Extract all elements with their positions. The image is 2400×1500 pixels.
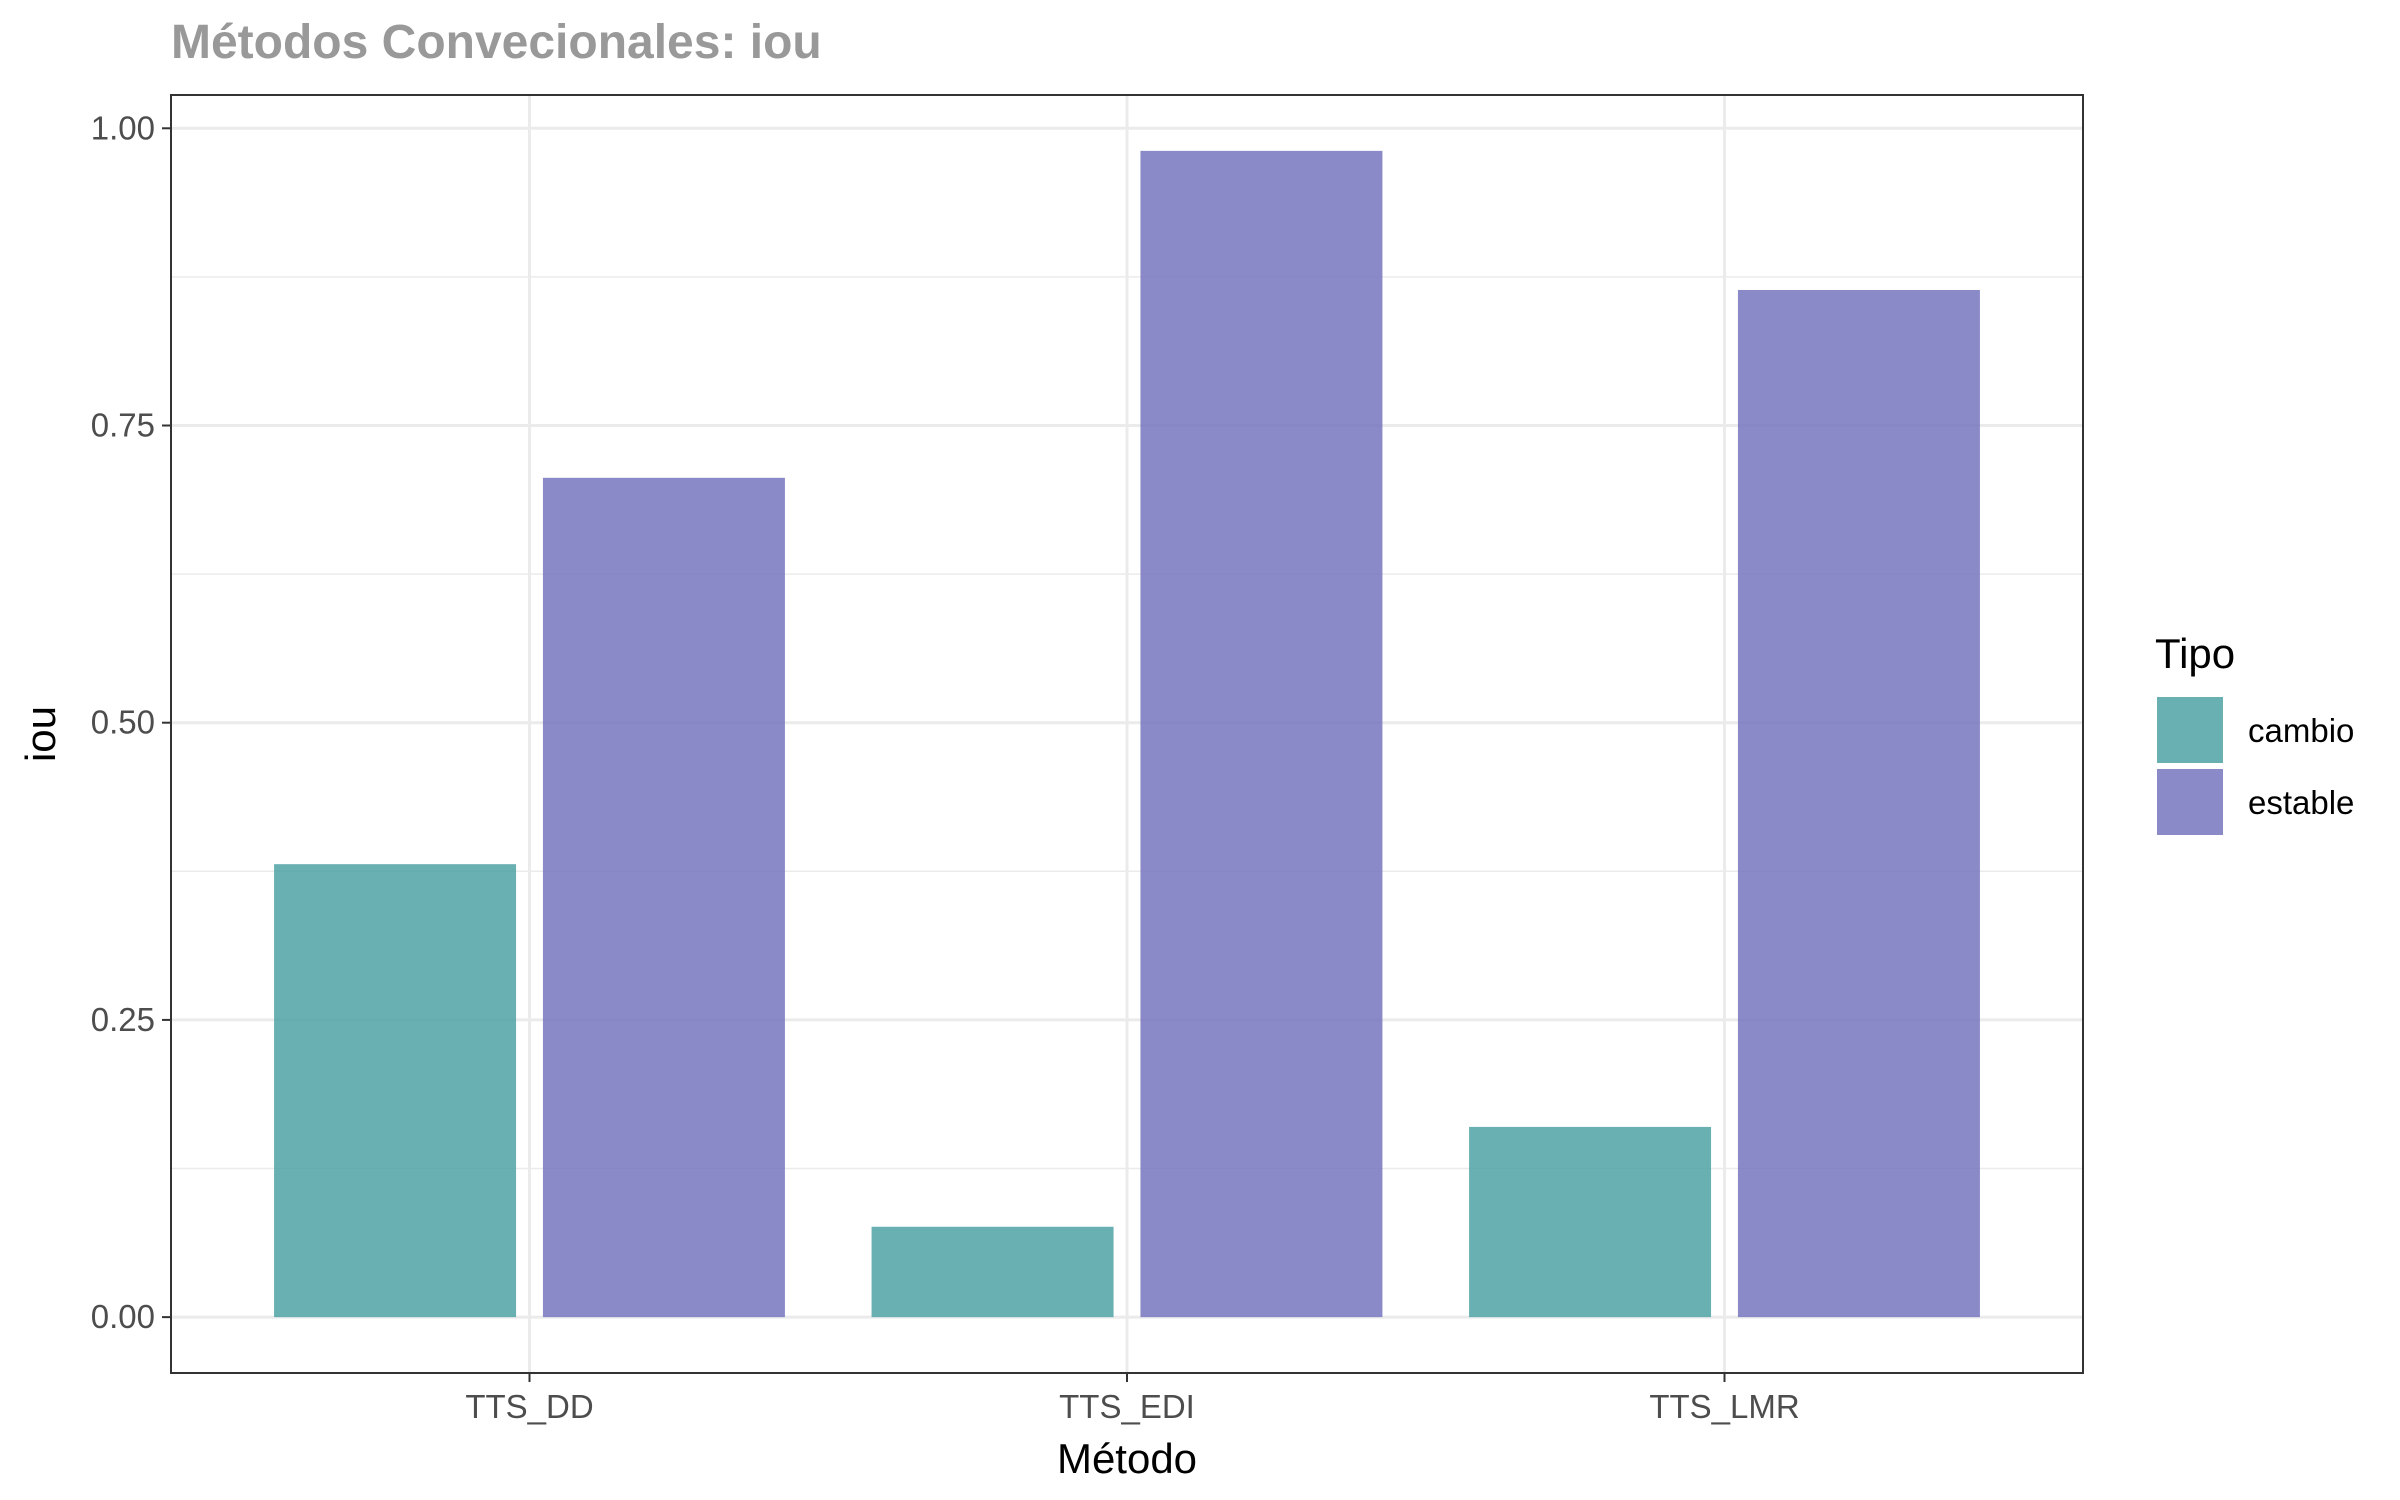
y-tick-label: 0.50 [91,704,155,741]
x-axis: TTS_DD TTS_EDI TTS_LMR [465,1373,1800,1425]
legend-title: Tipo [2155,630,2235,677]
y-axis-title: iou [17,706,64,762]
bar-cambio-TTS_DD [274,864,517,1318]
bar-estable-TTS_EDI [1140,150,1383,1318]
x-tick-label: TTS_LMR [1649,1388,1799,1425]
y-axis: 0.00 0.25 0.50 0.75 1.00 [91,109,171,1335]
legend-key-cambio [2157,697,2223,763]
legend-key-estable [2157,769,2223,835]
x-tick-label: TTS_DD [465,1388,593,1425]
legend: Tipo cambio estable [2155,630,2354,835]
y-tick-label: 0.00 [91,1298,155,1335]
y-tick-label: 0.25 [91,1001,155,1038]
chart-title: Métodos Convecionales: iou [171,16,822,69]
legend-label-estable: estable [2248,784,2354,821]
y-tick-label: 1.00 [91,109,155,146]
bar-estable-TTS_DD [542,477,785,1318]
plot-panel [170,94,2084,1374]
x-tick-label: TTS_EDI [1059,1388,1195,1425]
legend-label-cambio: cambio [2248,712,2354,749]
bar-cambio-TTS_LMR [1469,1126,1712,1318]
bars [274,150,1980,1318]
bar-estable-TTS_LMR [1737,289,1980,1318]
x-axis-title: Método [1057,1435,1197,1482]
bar-cambio-TTS_EDI [871,1226,1114,1318]
y-tick-label: 0.75 [91,406,155,443]
